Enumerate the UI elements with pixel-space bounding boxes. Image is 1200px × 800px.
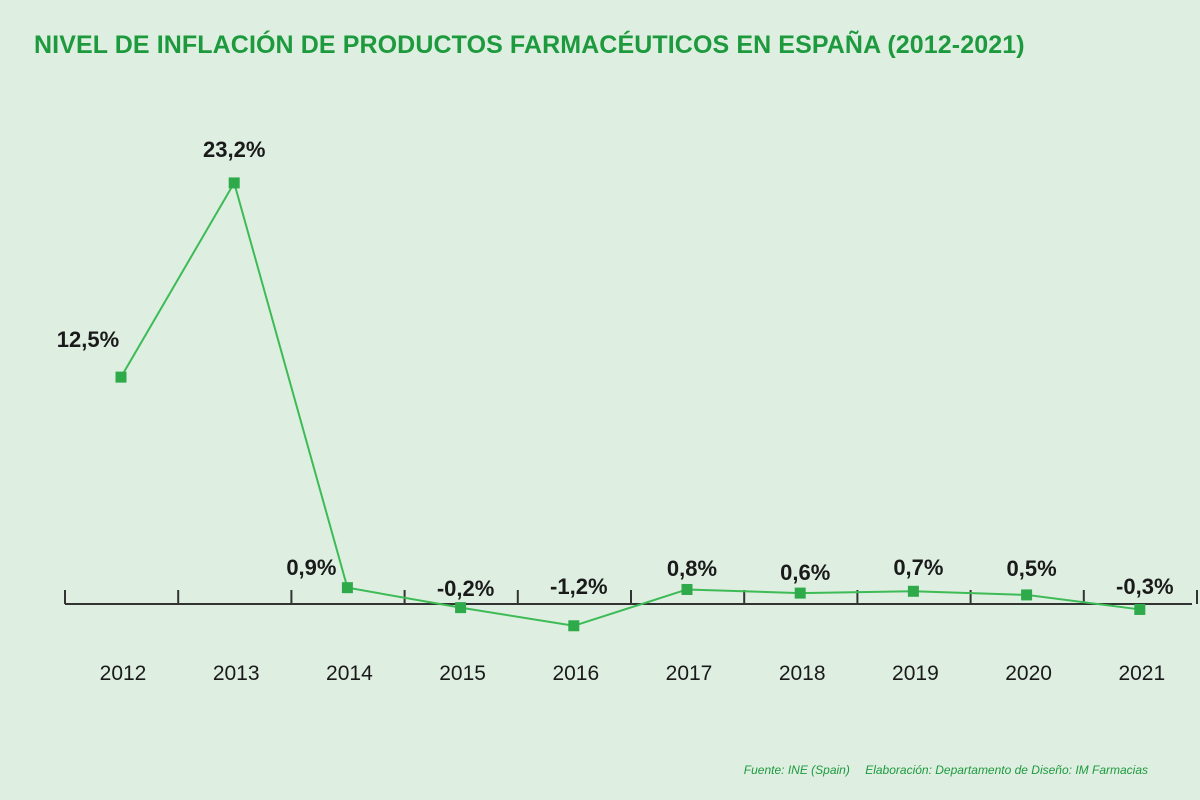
data-label: -0,3% (1116, 574, 1173, 599)
data-label: 12,5% (57, 327, 119, 352)
x-tick-label: 2016 (552, 662, 599, 685)
x-tick-label: 2019 (892, 662, 939, 685)
data-point-marker (794, 587, 806, 599)
data-label: 0,6% (780, 560, 830, 585)
source-note: Fuente: INE (Spain) Elaboración: Departa… (744, 763, 1148, 777)
data-label: 23,2% (203, 137, 265, 162)
data-label: 0,5% (1007, 556, 1057, 581)
chart-title: NIVEL DE INFLACIÓN DE PRODUCTOS FARMACÉU… (34, 31, 1025, 59)
x-tick-label: 2013 (213, 662, 260, 685)
data-point-marker (115, 371, 127, 383)
x-tick-label: 2021 (1118, 662, 1165, 685)
data-markers (115, 177, 1146, 632)
x-tick-label: 2018 (779, 662, 826, 685)
series-line-layer (120, 181, 1140, 627)
x-tick-label: 2020 (1005, 662, 1052, 685)
source-fuente: Fuente: INE (Spain) (743, 763, 850, 777)
series-line (120, 181, 1140, 627)
x-tick-label: 2015 (439, 662, 486, 685)
data-point-marker (907, 585, 919, 597)
source-elaboracion: Elaboración: Departamento de Diseño: IM … (865, 763, 1148, 777)
data-point-marker (228, 177, 240, 189)
data-label: -1,2% (550, 574, 607, 599)
data-point-marker (455, 602, 467, 614)
data-point-marker (568, 620, 580, 632)
data-point-marker (341, 582, 353, 594)
data-labels: 12,5% 23,2% 0,9% -0,2% -1,2% 0,8% 0,6% 0,7% 0,5%… (57, 137, 1174, 601)
x-tick-label: 2014 (326, 662, 373, 685)
x-tick-label: 2012 (100, 662, 147, 685)
data-label: 0,7% (893, 555, 943, 580)
x-tick-label: 2017 (666, 662, 713, 685)
data-label: 0,9% (286, 555, 336, 580)
data-point-marker (1021, 589, 1033, 601)
x-tick-labels: 2012 2013 2014 2015 2016 2017 2018 2019 2020 2021 (100, 662, 1166, 685)
data-label: 0,8% (667, 556, 717, 581)
data-label: -0,2% (437, 576, 494, 601)
data-point-marker (1134, 603, 1146, 615)
data-point-marker (681, 583, 693, 595)
